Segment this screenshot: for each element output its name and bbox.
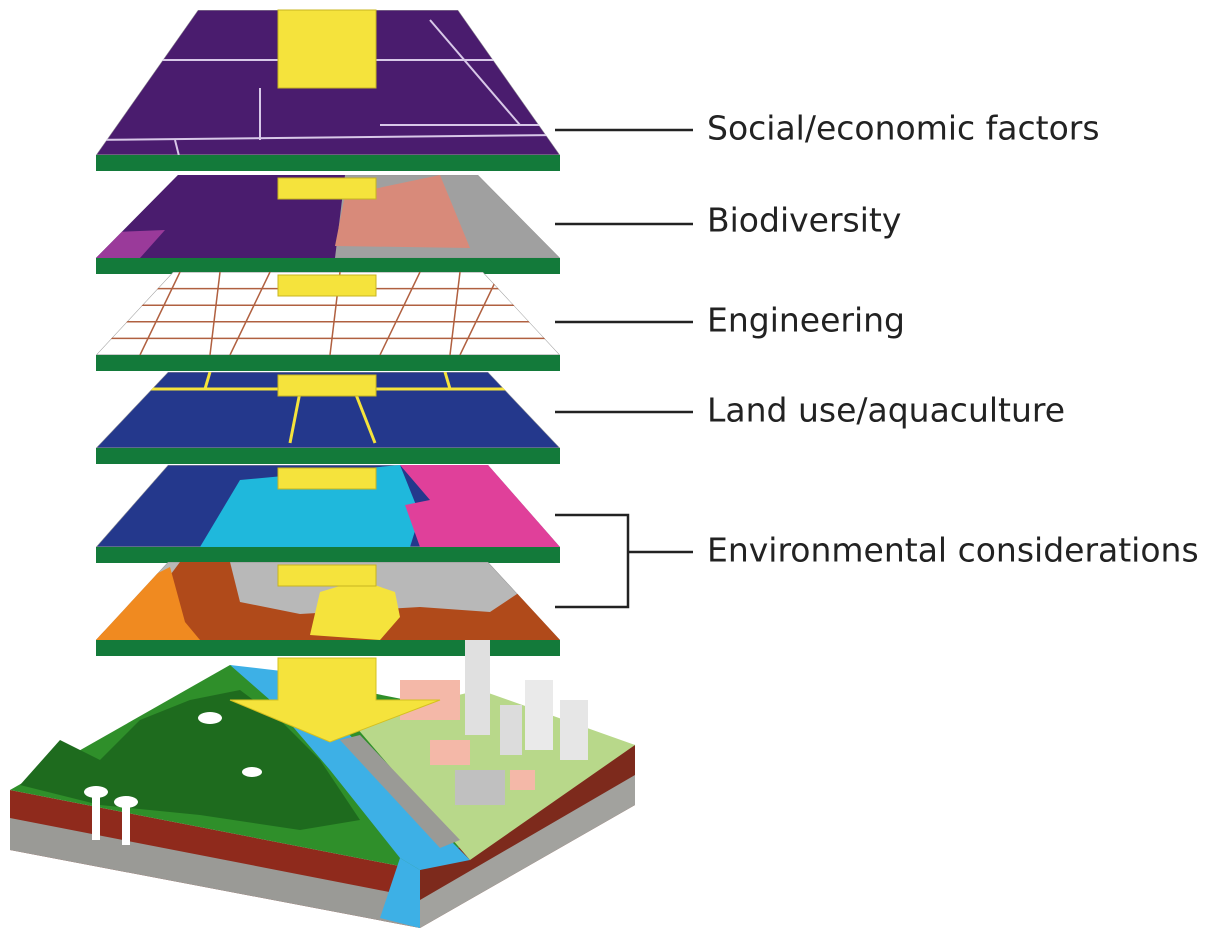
label: Biodiversity bbox=[707, 201, 901, 240]
boundary bbox=[429, 19, 521, 126]
connectors bbox=[555, 128, 693, 609]
boundary bbox=[96, 134, 560, 141]
bracket bbox=[555, 513, 630, 609]
boundary bbox=[229, 272, 271, 355]
layer-base bbox=[96, 258, 560, 274]
region bbox=[96, 567, 200, 640]
layer-base bbox=[96, 547, 560, 563]
boundary bbox=[379, 272, 421, 355]
layer-base bbox=[96, 355, 560, 371]
label: Environmental considerations bbox=[707, 531, 1199, 570]
label: Social/economic factors bbox=[707, 109, 1100, 148]
layer-base bbox=[96, 448, 560, 464]
boundary bbox=[443, 372, 452, 390]
yellow-core bbox=[277, 177, 377, 200]
boundary bbox=[174, 139, 181, 155]
terrain-block bbox=[10, 640, 635, 928]
river-fall bbox=[380, 858, 420, 928]
boundary bbox=[209, 272, 221, 355]
wells bbox=[84, 712, 262, 845]
layer-base bbox=[96, 155, 560, 171]
region bbox=[400, 465, 560, 547]
yellow-core bbox=[277, 9, 377, 89]
label: Engineering bbox=[707, 301, 905, 340]
yellow-core bbox=[277, 274, 377, 297]
layer bbox=[96, 272, 560, 355]
layer-stack bbox=[96, 9, 560, 656]
boundary bbox=[449, 272, 461, 355]
yellow-core bbox=[277, 374, 377, 397]
arrow bbox=[229, 657, 441, 743]
terrain-rock-side bbox=[420, 775, 635, 928]
layer bbox=[96, 562, 560, 640]
road bbox=[340, 735, 460, 848]
terrain-rock bbox=[10, 818, 420, 928]
layer-base bbox=[96, 640, 560, 656]
boundary bbox=[459, 272, 501, 355]
region bbox=[96, 562, 560, 640]
boundary bbox=[139, 272, 181, 355]
boundary bbox=[353, 391, 377, 444]
boundary bbox=[203, 372, 212, 390]
boundary bbox=[288, 391, 302, 444]
region bbox=[310, 580, 400, 640]
yellow-core bbox=[277, 564, 377, 587]
yellow-core bbox=[277, 467, 377, 490]
label: Land use/aquaculture bbox=[707, 391, 1065, 430]
